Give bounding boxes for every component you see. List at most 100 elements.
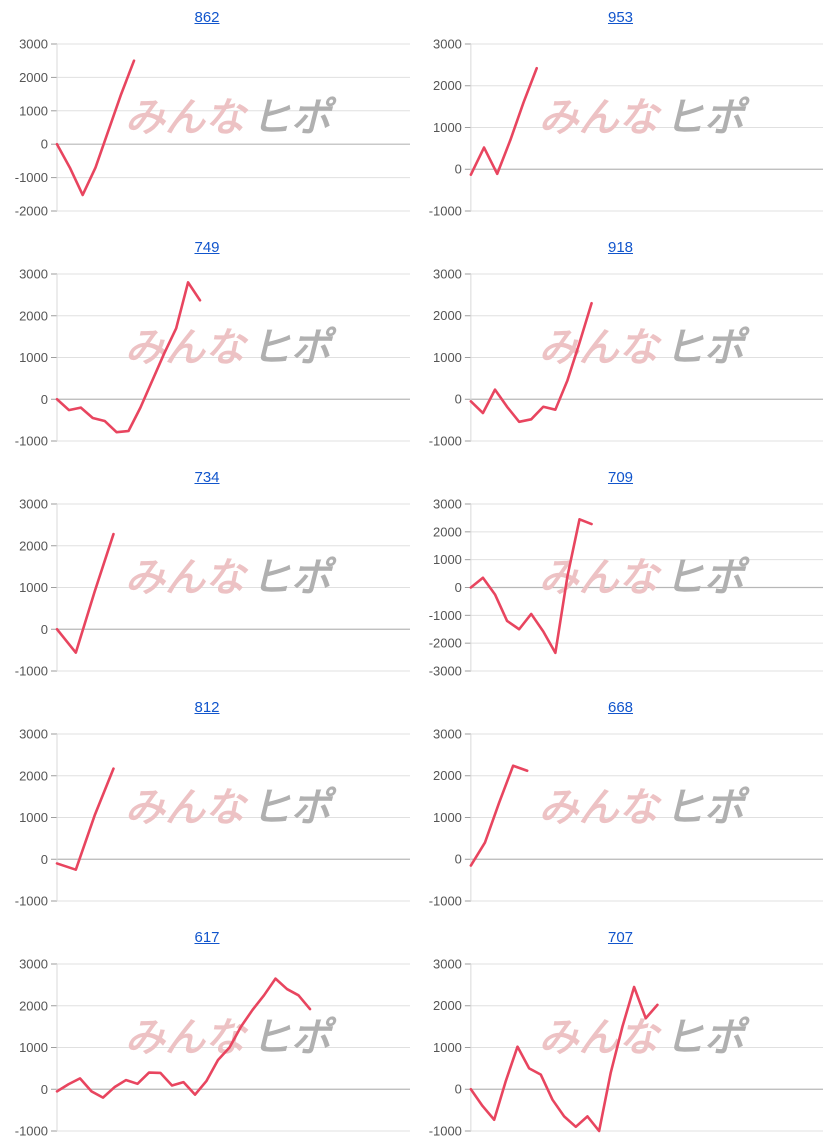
y-axis-tick-label: 2000 [19, 998, 48, 1013]
y-axis-tick-label: 2000 [433, 524, 462, 539]
data-series-line [469, 66, 538, 176]
plot-area: 3000 2000 1000 0 -1000 みんな ヒポ [414, 260, 827, 460]
data-series-line [55, 281, 202, 434]
watermark-gray-text: ヒポ [662, 783, 754, 830]
chart-title-link[interactable]: 709 [607, 469, 634, 486]
watermark-pink-text: みんな [123, 93, 255, 140]
y-axis-tick-label: -1000 [429, 203, 462, 218]
chart-title-link[interactable]: 707 [607, 929, 634, 946]
plot-area: 3000 2000 1000 0 -1000 -2000 -3000 みんな ヒポ [414, 490, 827, 690]
y-axis-tick-label: 2000 [433, 308, 462, 323]
chart-title-link[interactable]: 862 [194, 9, 220, 26]
y-axis-tick-label: -1000 [429, 1123, 462, 1138]
chart-cell: 812 3000 2000 1000 0 -1000 みんな ヒポ [0, 690, 414, 920]
y-axis-tick-label: 1000 [19, 350, 48, 365]
chart-cell: 749 3000 2000 1000 0 -1000 みんな ヒポ [0, 230, 414, 460]
y-axis-tick-label: 2000 [19, 308, 48, 323]
y-axis-tick-label: 0 [455, 852, 462, 867]
watermark-pink-text: みんな [123, 783, 255, 830]
y-axis-tick-label: 1000 [433, 350, 462, 365]
chart-cell: 734 3000 2000 1000 0 -1000 みんな ヒポ [0, 460, 414, 690]
y-axis-tick-label: 3000 [433, 956, 462, 971]
watermark-pink-text: みんな [536, 93, 667, 140]
y-axis-tick-label: 1000 [433, 1040, 462, 1055]
chart-title-link[interactable]: 668 [607, 699, 634, 716]
y-axis-tick-label: 2000 [19, 538, 48, 553]
y-axis-tick-label: -1000 [429, 608, 462, 623]
plot-area: 3000 2000 1000 0 -1000 みんな ヒポ [414, 720, 827, 920]
y-axis-tick-label: 1000 [19, 1040, 48, 1055]
y-axis-tick-label: 0 [455, 392, 462, 407]
y-axis-tick-label: 3000 [19, 727, 48, 742]
y-axis-tick-label: -2000 [15, 204, 48, 219]
y-axis-tick-label: 1000 [19, 103, 48, 118]
y-axis-tick-label: 0 [41, 852, 48, 867]
watermark-gray-text: ヒポ [249, 93, 341, 140]
chart-title-link[interactable]: 617 [194, 929, 220, 946]
data-series-line [55, 532, 115, 654]
chart-title-link[interactable]: 812 [194, 699, 220, 716]
chart-title-link[interactable]: 918 [607, 239, 634, 256]
y-axis-tick-label: -1000 [15, 434, 48, 449]
chart-title-link[interactable]: 734 [194, 469, 220, 486]
data-series-line [469, 301, 593, 424]
y-axis-tick-label: 0 [455, 580, 462, 595]
plot-area: 3000 2000 1000 0 -1000 みんな ヒポ [0, 950, 414, 1145]
plot-area: 3000 2000 1000 0 -1000 みんな ヒポ [0, 490, 414, 690]
y-axis-tick-label: 2000 [19, 70, 48, 85]
y-axis-tick-label: 0 [41, 622, 48, 637]
y-axis-tick-label: -1000 [429, 433, 462, 448]
chart-cell: 862 3000 2000 1000 0 -1000 -2000 みんな ヒポ [0, 0, 414, 230]
watermark-gray-text: ヒポ [662, 323, 754, 370]
plot-area: 3000 2000 1000 0 -1000 みんな ヒポ [414, 950, 827, 1145]
y-axis-tick-label: 0 [455, 162, 462, 177]
y-axis-tick-label: 3000 [433, 36, 462, 51]
chart-cell: 953 3000 2000 1000 0 -1000 みんな ヒポ [414, 0, 827, 230]
y-axis-tick-label: -1000 [15, 170, 48, 185]
chart-cell: 668 3000 2000 1000 0 -1000 みんな ヒポ [414, 690, 827, 920]
watermark-pink-text: みんな [123, 323, 255, 370]
y-axis-tick-label: -2000 [429, 636, 462, 651]
data-series-line [469, 518, 593, 655]
data-series-line [55, 59, 136, 197]
y-axis-tick-label: 0 [41, 1082, 48, 1097]
watermark-pink-text: みんな [536, 1013, 667, 1060]
chart-cell: 707 3000 2000 1000 0 -1000 みんな ヒポ [414, 920, 827, 1145]
y-axis-tick-label: 1000 [433, 552, 462, 567]
y-axis-tick-label: -1000 [15, 894, 48, 909]
data-series-line [469, 764, 529, 867]
chart-cell: 918 3000 2000 1000 0 -1000 みんな ヒポ [414, 230, 827, 460]
y-axis-tick-label: -1000 [15, 1124, 48, 1139]
y-axis-tick-label: 2000 [433, 998, 462, 1013]
watermark-gray-text: ヒポ [249, 323, 341, 370]
y-axis-tick-label: -1000 [15, 664, 48, 679]
data-series-line [55, 767, 115, 871]
chart-title-link[interactable]: 749 [194, 239, 220, 256]
watermark-gray-text: ヒポ [249, 1013, 341, 1060]
watermark-gray-text: ヒポ [662, 1013, 754, 1060]
watermark-pink-text: みんな [536, 783, 667, 830]
y-axis-tick-label: 2000 [19, 768, 48, 783]
y-axis-tick-label: 0 [41, 392, 48, 407]
y-axis-tick-label: 0 [41, 137, 48, 152]
chart-title-link[interactable]: 953 [607, 9, 634, 26]
watermark-gray-text: ヒポ [249, 783, 341, 830]
chart-cell: 709 3000 2000 1000 0 -1000 -2000 -3000 みんな ヒポ [414, 460, 827, 690]
y-axis-tick-label: 2000 [433, 768, 462, 783]
y-axis-tick-label: 1000 [433, 810, 462, 825]
